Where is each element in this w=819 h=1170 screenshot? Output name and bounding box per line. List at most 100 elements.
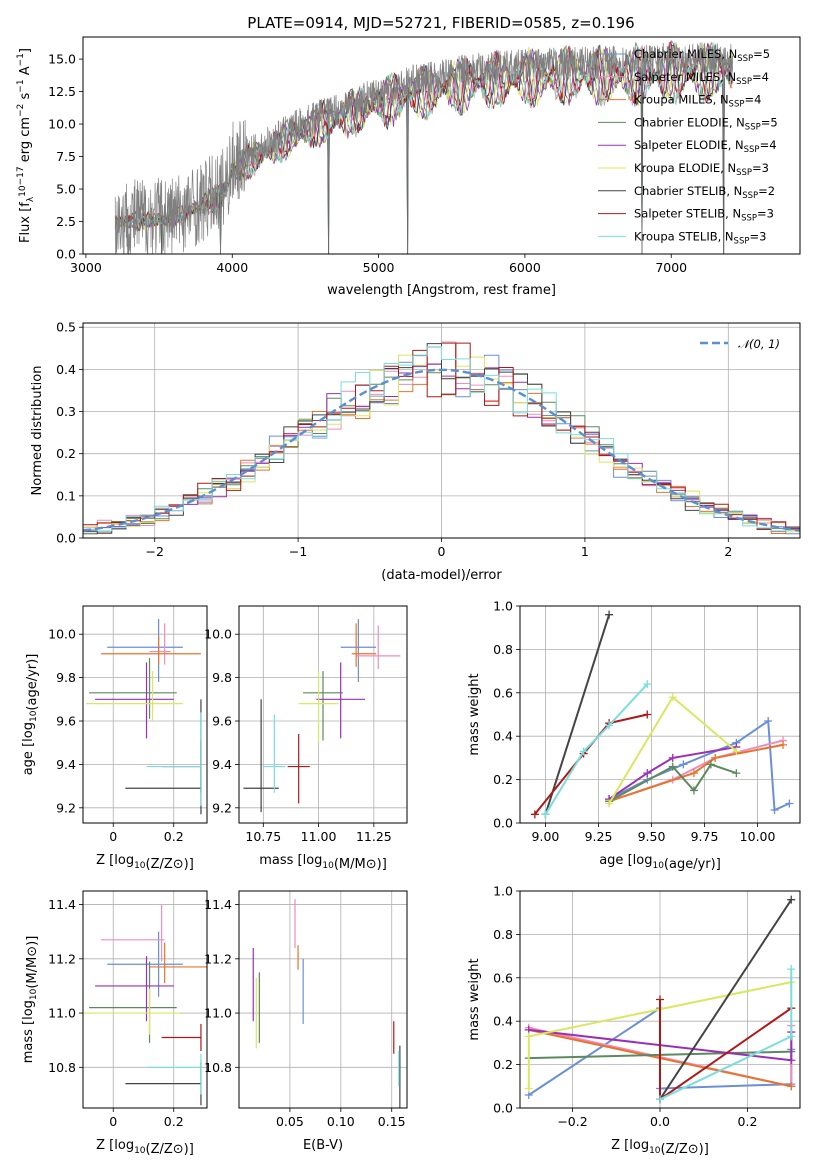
marker-kroupa-miles	[711, 753, 720, 762]
x-tick-label: 5000	[363, 260, 395, 275]
marker-chabrier-miles	[679, 760, 688, 769]
x-tick-label: −1	[289, 544, 307, 559]
y-tick-label: 9.4	[56, 757, 76, 772]
marker-salpeter-stelib	[656, 995, 664, 1004]
y-tick-label: 1.0	[493, 599, 513, 614]
x-tick-label: 11.00	[301, 829, 337, 844]
y-tick-label: 7.5	[56, 149, 76, 164]
label-part: (M/M⊙)]	[25, 936, 40, 989]
y-tick-label: 9.2	[212, 800, 232, 815]
marker-chabrier-miles	[770, 805, 779, 814]
marker-kroupa-stelib	[643, 680, 652, 689]
subscript: 10	[652, 861, 664, 871]
x-axis-label: Z [log10(Z/Z⊙)]	[96, 853, 194, 872]
y-tick-label: 0.4	[56, 362, 76, 377]
y-tick-label: 10.0	[204, 627, 232, 642]
x-tick-label: 11.25	[356, 829, 392, 844]
marker-kroupa-miles	[787, 1082, 796, 1091]
y-tick-label: 11.2	[204, 951, 232, 966]
legend-tail: =3	[752, 161, 769, 175]
y-tick-label: 10.8	[48, 1060, 76, 1075]
legend-tail: =3	[757, 207, 774, 221]
marker-chabrier-stelib	[605, 610, 614, 619]
marker-salpeter-stelib	[530, 810, 539, 819]
x-tick-label: 7000	[655, 260, 687, 275]
y-label-part: −2	[16, 104, 26, 117]
x-tick-label: −0.2	[557, 1114, 587, 1129]
y-tick-label: 10.0	[48, 627, 76, 642]
axes-frame	[82, 36, 801, 255]
legend-tail: =5	[761, 115, 778, 129]
legend-label-salpeter-elodie: Salpeter ELODIE, NSSP=4	[634, 138, 777, 155]
x-axis-label: wavelength [Angstrom, rest frame]	[327, 283, 556, 298]
label-part: (Z/Z⊙)]	[146, 857, 194, 872]
x-tick-label: 4000	[216, 260, 248, 275]
y-tick-label: 11.2	[48, 951, 76, 966]
chart-spectrum: 3000 4000 5000 6000 7000 0.0 2.5 5.0 7.5 10.0 12.5…	[16, 36, 801, 298]
legend-text: Salpeter MILES, N	[634, 70, 736, 84]
marker-kroupa-elodie	[524, 1032, 533, 1041]
x-axis-label: E(B-V)	[303, 1138, 343, 1153]
y-label-part: −1	[16, 53, 26, 66]
label-part: age [log	[21, 722, 36, 775]
x-tick-label: 6000	[509, 260, 541, 275]
normal-curve	[82, 368, 801, 532]
series-line-kroupa-stelib	[544, 683, 649, 815]
y-label-part: ]	[18, 48, 33, 53]
y-label-part: 10	[18, 185, 28, 197]
y-axis-label: Flux [fλ10−17 erg cm−2 s−1 A−1]	[16, 48, 36, 243]
marker-kroupa-stelib	[605, 721, 614, 730]
legend-sub: SSP	[744, 145, 760, 155]
marker-chabrier-stelib	[787, 895, 796, 904]
legend-sub: SSP	[734, 236, 750, 246]
subscript: 10	[134, 1146, 146, 1156]
y-tick-label: 0.2	[493, 1057, 513, 1072]
marker-chabrier-elodie	[706, 760, 715, 769]
y-tick-label: 0.8	[493, 642, 513, 657]
x-tick-label: 1	[581, 544, 589, 559]
x-axis-label: Z [log10(Z/Z⊙)]	[611, 1138, 709, 1157]
axes-frame	[82, 890, 208, 1109]
label-part: mass [log	[21, 1000, 36, 1063]
y-tick-label: 11.4	[48, 897, 76, 912]
x-tick-label: 3000	[70, 260, 102, 275]
series-line-chabrier-stelib	[544, 614, 611, 815]
axes-frame	[519, 605, 801, 824]
marker-kroupa-stelib	[787, 965, 796, 974]
marker-salpeter-elodie	[643, 769, 652, 778]
y-axis-label: age [log10(age/yr)]	[21, 654, 40, 776]
y-tick-label: 0.0	[56, 531, 76, 546]
x-axis-label: Z [log10(Z/Z⊙)]	[96, 1138, 194, 1157]
chart-age-vs-z: 0 0.29.29.49.69.810.0Z [log10(Z/Z⊙)]age […	[21, 605, 208, 872]
y-tick-label: 0.3	[56, 404, 76, 419]
errorbars	[243, 619, 401, 813]
legend-text: Kroupa ELODIE, N	[634, 161, 736, 175]
y-tick-label: 0.1	[56, 488, 76, 503]
x-tick-label: −2	[145, 544, 163, 559]
y-tick-label: 0.2	[56, 446, 76, 461]
x-tick-label: 9.75	[691, 829, 719, 844]
label-part: (M/M⊙)]	[334, 857, 387, 872]
y-tick-label: 5.0	[56, 182, 76, 197]
marker-kroupa-stelib	[541, 810, 550, 819]
legend-label-chabrier-miles: Chabrier MILES, NSSP=5	[634, 47, 770, 64]
legend-tail: =4	[752, 70, 769, 84]
x-tick-label: 10.75	[245, 829, 281, 844]
axes-frame	[82, 322, 801, 539]
legend-label-kroupa-miles: Kroupa MILES, NSSP=4	[634, 93, 761, 110]
legend-label-chabrier-elodie: Chabrier ELODIE, NSSP=5	[634, 115, 778, 132]
chart-age-vs-mass: 10.75 11.00 11.25 9.2 9.4 9.6 9.8 10.0 mass [log…	[204, 605, 408, 872]
data-spectrum-line	[114, 42, 734, 254]
axes-frame	[82, 605, 208, 824]
figure-title: PLATE=0914, MJD=52721, FIBERID=0585, z=0…	[247, 14, 634, 32]
y-tick-label: 11.4	[204, 897, 232, 912]
marker-chabrier-elodie	[668, 762, 677, 771]
x-tick-label: 0.2	[164, 1114, 184, 1129]
legend-tail: =4	[744, 93, 761, 107]
histogram-chabrier-elodie	[83, 365, 800, 535]
legend-sub: SSP	[736, 168, 752, 178]
marker-chabrier-miles	[785, 799, 794, 808]
marker-kroupa-miles	[689, 769, 698, 778]
chart-weight-vs-age: 9.00 9.25 9.50 9.75 10.00 0.0 0.2 0.4 0.6 0.8 1.0 a…	[467, 599, 801, 872]
